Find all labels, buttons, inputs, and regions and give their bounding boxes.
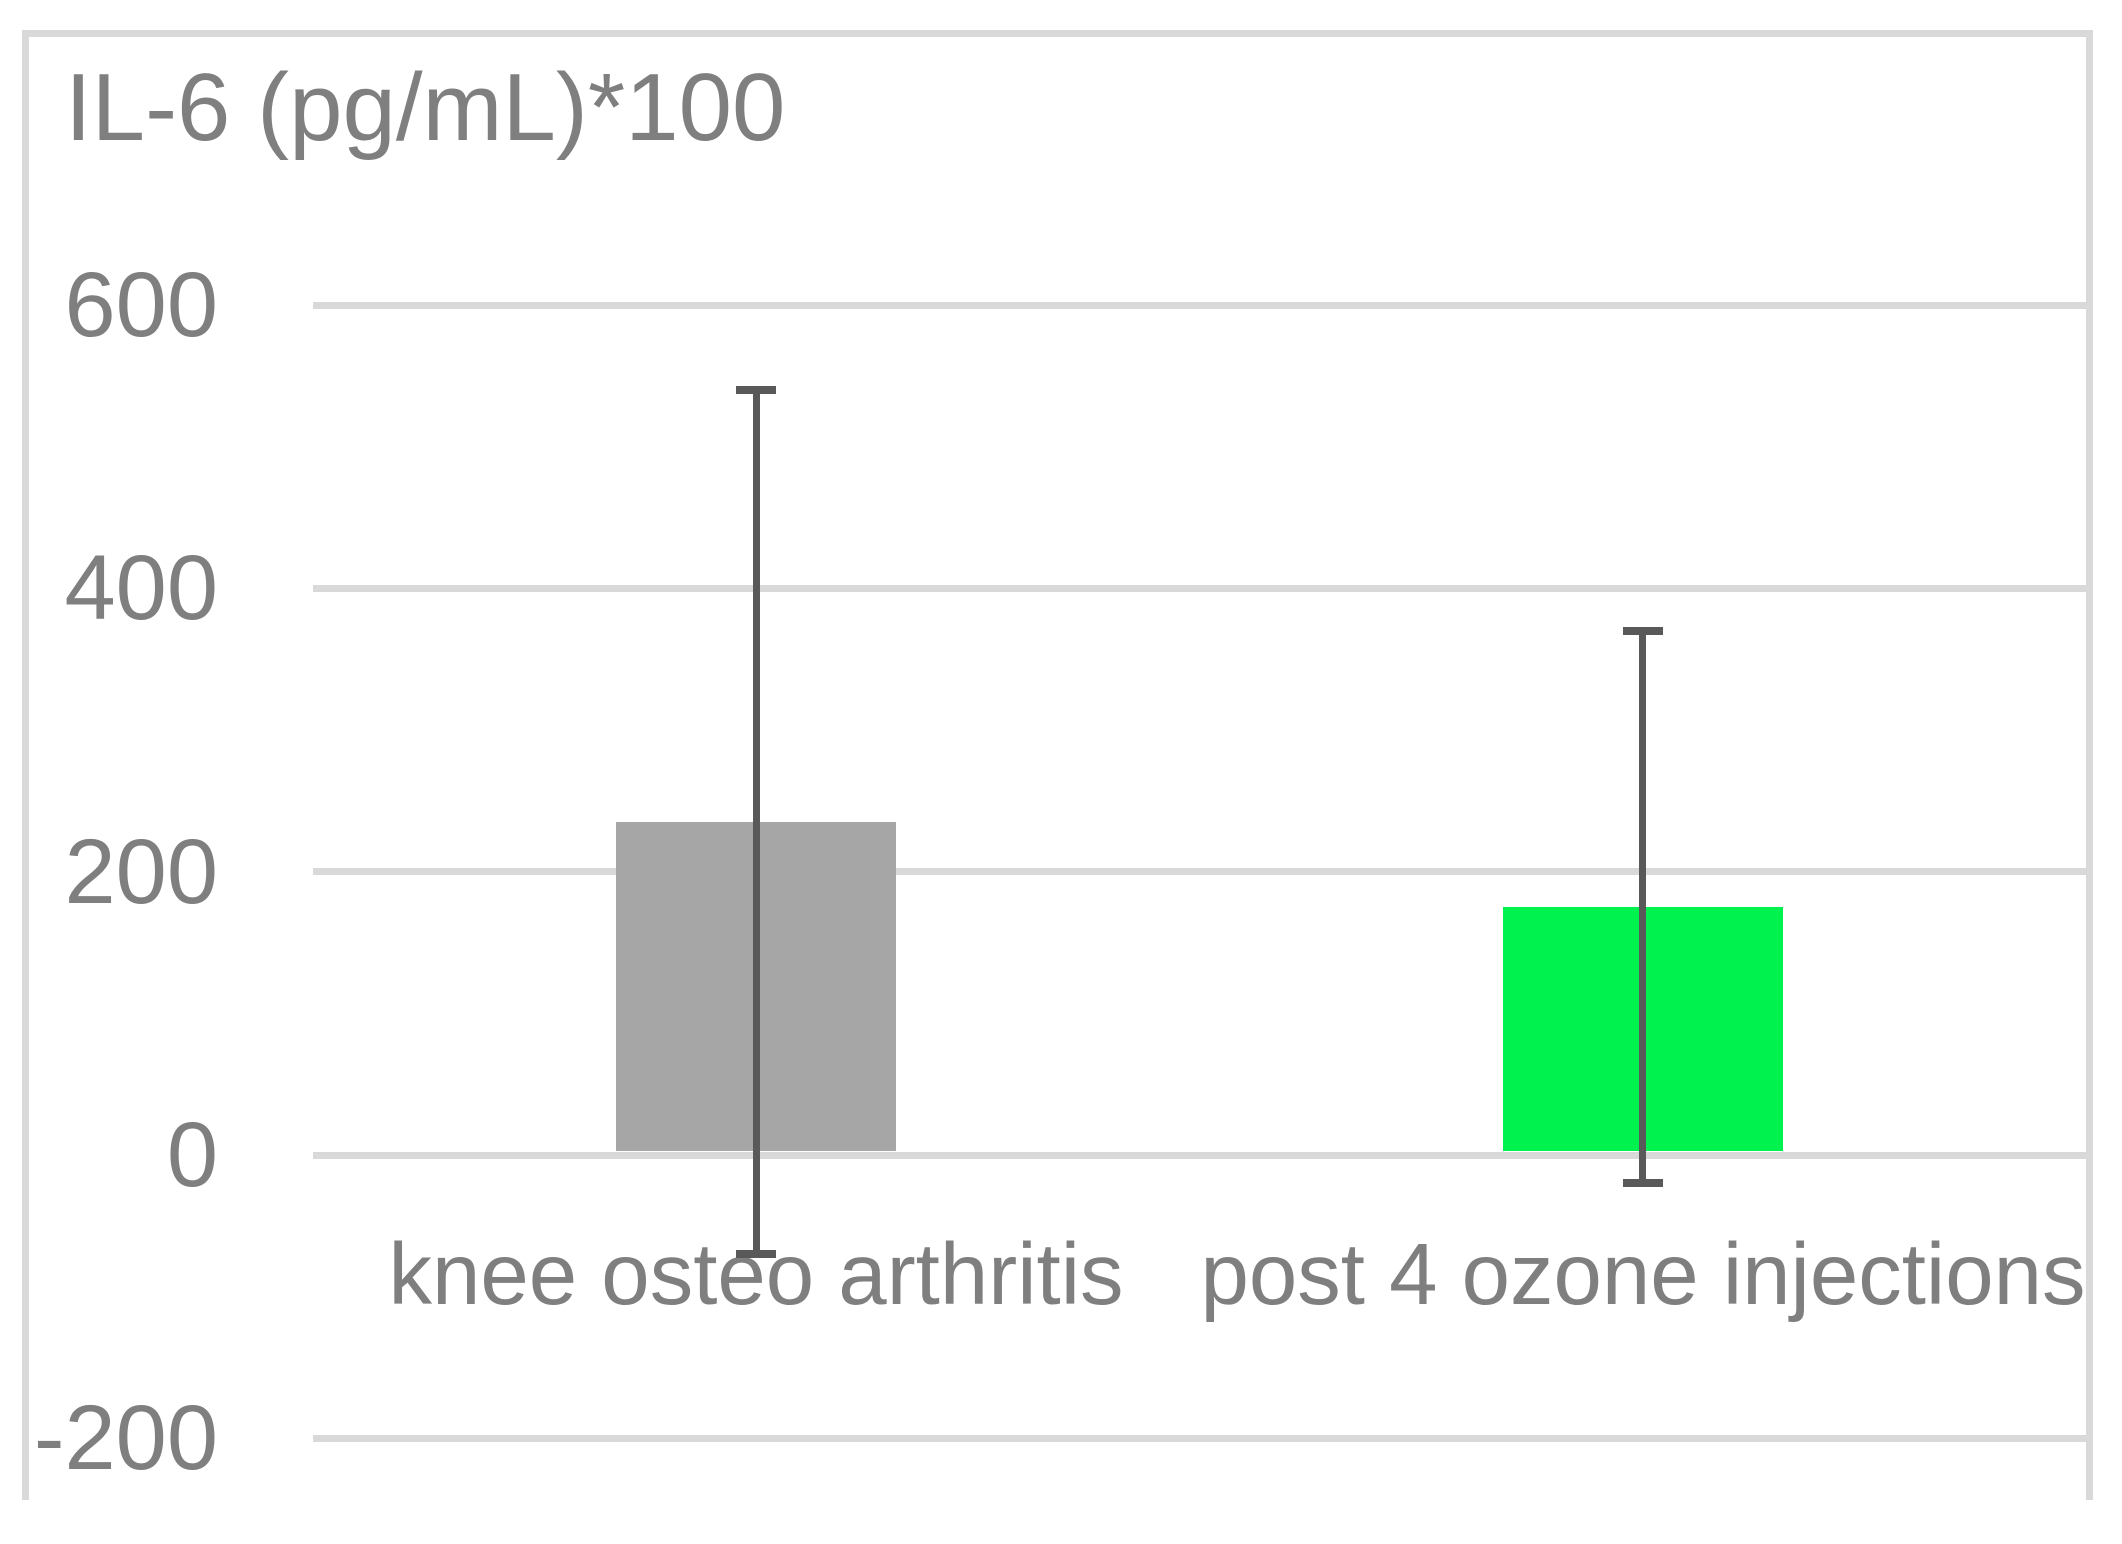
- error-bar-cap-bottom-post-4-ozone-injections: [1623, 1179, 1663, 1187]
- error-bar-line-knee-osteo-arthritis: [753, 390, 760, 1254]
- y-tick-label-400: 400: [64, 537, 219, 639]
- error-bar-cap-top-post-4-ozone-injections: [1623, 627, 1663, 635]
- error-bar-cap-top-knee-osteo-arthritis: [736, 386, 776, 394]
- y-tick-label--200: -200: [33, 1387, 218, 1489]
- gridline--200: [313, 1435, 2086, 1442]
- chart-title: IL-6 (pg/mL)*100: [65, 54, 786, 161]
- error-bar-cap-bottom-knee-osteo-arthritis: [736, 1250, 776, 1258]
- gridline-400: [313, 585, 2086, 592]
- y-tick-label-600: 600: [64, 254, 219, 356]
- error-bar-line-post-4-ozone-injections: [1639, 631, 1646, 1184]
- gridline-0: [313, 1152, 2086, 1159]
- gridline-600: [313, 302, 2086, 309]
- x-category-label-post-4-ozone-injections: post 4 ozone injections: [1200, 1226, 2086, 1323]
- chart-frame: [22, 30, 2093, 1500]
- gridline-200: [313, 868, 2086, 875]
- y-tick-label-200: 200: [64, 821, 219, 923]
- y-tick-label-0: 0: [166, 1104, 218, 1206]
